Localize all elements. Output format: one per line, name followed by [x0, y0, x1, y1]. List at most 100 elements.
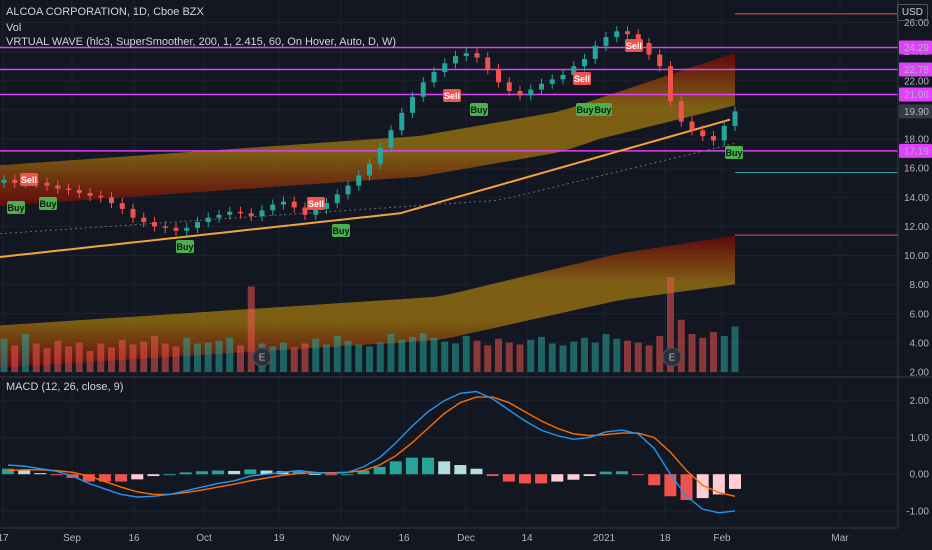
macd-histogram-bar: [729, 474, 741, 489]
macd-histogram-bar: [583, 474, 596, 477]
earnings-marker: [252, 347, 272, 367]
volume-bar: [624, 340, 631, 372]
price-tag: [899, 104, 932, 119]
time-axis-label: 14: [521, 533, 533, 544]
candle-body: [238, 211, 243, 214]
macd-axis-label: -1.00: [906, 506, 929, 517]
candle-body: [377, 147, 383, 164]
signal-badge-buy: [725, 146, 743, 159]
macd-histogram-bar: [50, 474, 63, 476]
macd-histogram-bar: [680, 474, 693, 500]
signal-badge-buy: [7, 201, 25, 214]
macd-histogram-bar: [696, 474, 709, 499]
volume-bar: [22, 334, 29, 372]
candle-body: [614, 31, 620, 38]
moving-average-line: [0, 118, 731, 258]
earnings-marker-label: E: [669, 353, 676, 364]
earnings-marker-label: E: [259, 353, 266, 364]
indicator-label[interactable]: VRTUAL WAVE (hlc3, SuperSmoother, 200, 1…: [6, 36, 397, 48]
price-tag-label: 17.19: [904, 146, 929, 157]
volume-bar: [677, 319, 685, 372]
candle-body: [302, 207, 308, 215]
volume-bar: [376, 342, 384, 372]
candle-body: [571, 66, 577, 75]
candle-body: [259, 210, 265, 217]
candle-body: [732, 111, 738, 126]
volume-bar: [452, 343, 459, 372]
macd-histogram-bar: [632, 474, 645, 476]
time-axis-label: 16: [128, 533, 140, 544]
macd-histogram-bar: [325, 474, 338, 476]
candle-body: [55, 185, 61, 189]
volume-bar: [570, 341, 578, 372]
candle-body: [367, 163, 372, 176]
currency-button[interactable]: USD: [896, 4, 928, 21]
macd-histogram-bar: [615, 471, 628, 475]
candle-body: [582, 58, 587, 67]
volume-bar: [419, 333, 427, 372]
dotted-trend-line: [0, 142, 736, 235]
macd-histogram-bar: [18, 470, 31, 475]
candle-body: [345, 185, 351, 195]
candle-body: [291, 201, 297, 208]
volume-bar: [366, 346, 373, 372]
candle-body: [721, 125, 727, 141]
candle-body: [635, 34, 641, 43]
volume-bar: [602, 334, 610, 372]
volume-bar: [194, 343, 201, 372]
macd-histogram-bar: [292, 471, 305, 475]
signal-label: Buy: [594, 105, 611, 115]
price-axis-label: 16.00: [904, 164, 929, 175]
volume-bar: [247, 286, 255, 372]
macd-histogram-bar: [648, 474, 661, 486]
candle-body: [496, 69, 501, 83]
macd-histogram-bar: [34, 473, 47, 475]
candle-body: [216, 214, 222, 218]
price-tag: [899, 143, 932, 158]
candle-body: [678, 101, 684, 122]
price-axis-label: 6.00: [910, 309, 930, 320]
volume-bar: [280, 342, 287, 372]
macd-histogram-bar: [454, 465, 467, 475]
price-axis-label: 14.00: [904, 193, 929, 204]
candle-body: [517, 90, 523, 96]
macd-axis-label: 2.00: [910, 396, 930, 407]
macd-histogram-bar: [98, 474, 111, 482]
macd-label[interactable]: MACD (12, 26, close, 9): [6, 381, 124, 393]
candle-body: [130, 208, 136, 218]
candle-body: [485, 57, 491, 70]
volume-bar: [409, 336, 416, 372]
price-axis-label: 10.00: [904, 251, 929, 262]
candle-body: [195, 222, 200, 228]
candle-body: [700, 130, 706, 137]
candle-body: [1, 179, 7, 183]
price-axis-label: 18.00: [904, 135, 929, 146]
volume-bar: [86, 351, 94, 372]
macd-histogram-bar: [486, 474, 499, 477]
volume-bar: [462, 335, 470, 372]
price-axis-label: 12.00: [904, 222, 929, 233]
signal-badge-buy: [176, 240, 194, 253]
volume-bar: [634, 342, 642, 372]
price-tag-label: 19.90: [904, 107, 929, 118]
volume-bar: [140, 341, 148, 372]
candle-body: [281, 201, 286, 205]
candle-body: [442, 63, 448, 73]
volume-bar: [473, 340, 481, 372]
volume-bar: [118, 339, 126, 372]
price-tag: [899, 40, 932, 55]
time-axis-label: Dec: [457, 533, 475, 544]
volume-bar: [516, 344, 524, 372]
volume-bar: [290, 347, 298, 372]
volume-bar: [11, 345, 19, 372]
volume-bar: [161, 343, 169, 372]
volume-bar: [97, 343, 105, 372]
volume-bar: [538, 336, 545, 372]
candle-body: [205, 217, 211, 223]
candle-body: [184, 227, 190, 231]
signal-label: Buy: [7, 203, 24, 213]
signal-label: Buy: [332, 226, 349, 236]
macd-histogram-bar: [244, 469, 257, 475]
price-tag: [899, 62, 932, 77]
